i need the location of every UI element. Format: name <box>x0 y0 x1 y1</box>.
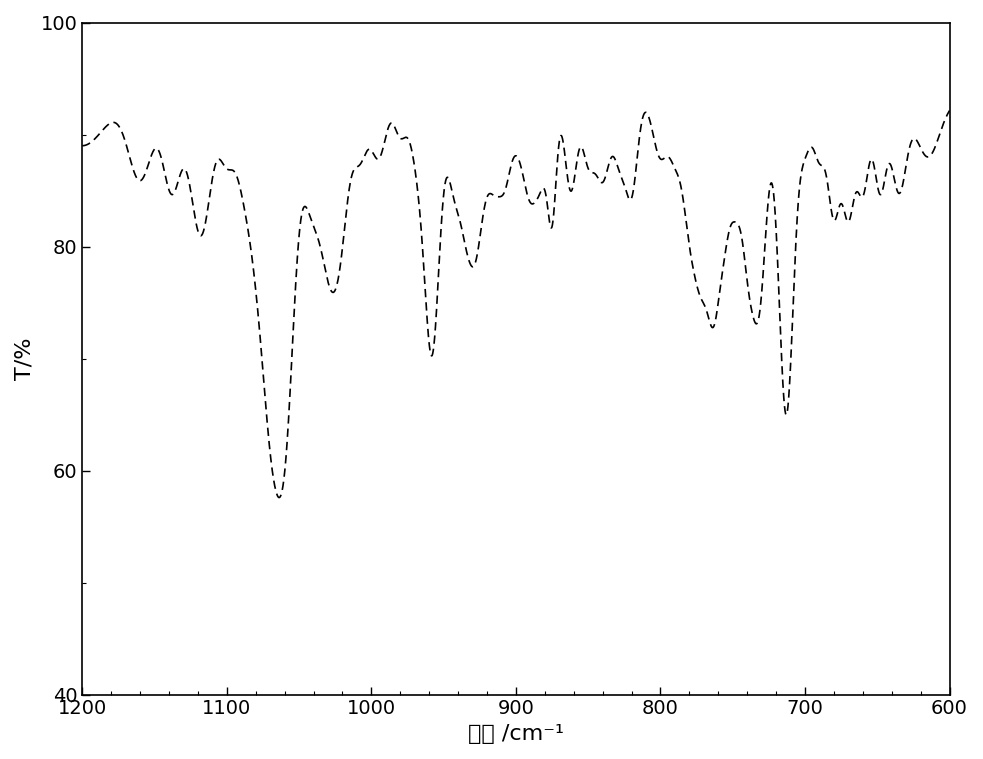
X-axis label: 波数 /cm⁻¹: 波数 /cm⁻¹ <box>468 724 564 744</box>
Y-axis label: T/%: T/% <box>15 337 35 380</box>
